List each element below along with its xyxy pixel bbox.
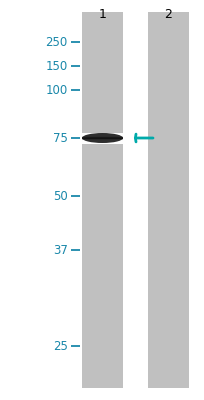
Text: 1: 1	[98, 8, 106, 21]
Bar	[82, 142, 122, 143]
Text: 75: 75	[52, 132, 67, 144]
Bar	[82, 138, 122, 139]
Bar	[82, 133, 122, 134]
Text: 25: 25	[52, 340, 67, 352]
Bar	[82, 135, 122, 136]
Bar	[82, 137, 122, 138]
Bar	[82, 137, 122, 138]
Bar	[82, 142, 122, 143]
Bar	[82, 142, 122, 143]
Bar	[82, 135, 122, 136]
Bar	[82, 139, 122, 140]
Bar	[82, 141, 122, 142]
Ellipse shape	[82, 133, 122, 143]
Bar	[82, 12, 122, 388]
Bar	[82, 139, 122, 140]
Text: 37: 37	[52, 244, 67, 256]
Bar	[82, 134, 122, 135]
Bar	[147, 12, 188, 388]
Bar	[82, 140, 122, 141]
Bar	[82, 134, 122, 135]
Bar	[82, 136, 122, 137]
Bar	[82, 136, 122, 137]
Bar	[82, 134, 122, 135]
Bar	[82, 138, 122, 139]
Bar	[82, 136, 122, 137]
Bar	[82, 141, 122, 142]
Bar	[82, 133, 122, 134]
Bar	[82, 140, 122, 141]
Bar	[82, 143, 122, 144]
Text: 150: 150	[45, 60, 67, 72]
Text: 2: 2	[163, 8, 171, 21]
Text: 100: 100	[45, 84, 67, 96]
Text: 250: 250	[45, 36, 67, 48]
Bar	[82, 135, 122, 136]
Bar	[82, 137, 122, 138]
Text: 50: 50	[53, 190, 67, 202]
